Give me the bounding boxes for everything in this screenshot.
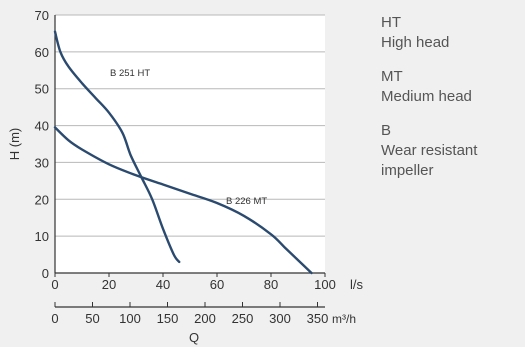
secondary-x-tick-label: 50 bbox=[85, 311, 99, 326]
series-lines bbox=[53, 30, 313, 275]
y-tick-label: 30 bbox=[35, 155, 49, 170]
series-label: B 251 HT bbox=[110, 68, 150, 79]
y-tick-label: 10 bbox=[35, 229, 49, 244]
secondary-x-tick-label: 250 bbox=[232, 311, 254, 326]
legend-code: B bbox=[381, 122, 392, 139]
series-line-b-251-ht bbox=[53, 30, 181, 264]
grid-lines bbox=[55, 14, 325, 237]
secondary-x-tick-label: 350 bbox=[307, 311, 329, 326]
y-tick-label: 0 bbox=[42, 266, 49, 281]
legend-description: Medium head bbox=[381, 88, 472, 105]
secondary-x-unit-label: m³/h bbox=[332, 312, 356, 326]
x-tick-label: 80 bbox=[264, 277, 278, 292]
legend-entry-mt: MT Medium head bbox=[381, 67, 511, 107]
x-tick-label: 60 bbox=[210, 277, 224, 292]
y-tick-label: 20 bbox=[35, 192, 49, 207]
secondary-x-tick-label: 150 bbox=[157, 311, 179, 326]
legend-description: Wear resistant impeller bbox=[381, 142, 478, 179]
x-tick-label: 20 bbox=[102, 277, 116, 292]
secondary-x-tick-label: 200 bbox=[194, 311, 216, 326]
x-tick-label: 100 bbox=[314, 277, 336, 292]
secondary-x-tick-label: 300 bbox=[269, 311, 291, 326]
secondary-x-tick-label: 0 bbox=[51, 311, 58, 326]
y-tick-label: 60 bbox=[35, 45, 49, 60]
y-tick-label: 50 bbox=[35, 82, 49, 97]
legend: HT High head MT Medium head B Wear resis… bbox=[381, 13, 511, 195]
series-line-b-226-mt bbox=[53, 126, 313, 275]
y-tick-label: 70 bbox=[35, 8, 49, 23]
legend-description: High head bbox=[381, 34, 450, 51]
x-tick-label: 40 bbox=[156, 277, 170, 292]
legend-code: MT bbox=[381, 68, 403, 85]
x-unit-label: l/s bbox=[350, 277, 364, 292]
x-tick-label: 0 bbox=[51, 277, 58, 292]
legend-entry-ht: HT High head bbox=[381, 13, 511, 53]
y-axis-title: H (m) bbox=[7, 128, 22, 161]
tick-labels: 0 10 20 30 40 50 60 70 0 20 40 60 80 100 l/s 0 50 100 150 2… bbox=[35, 8, 364, 326]
axes bbox=[54, 15, 326, 308]
chart-labels: Q H (m) B 251 HT B 226 MT bbox=[7, 68, 267, 345]
legend-entry-b: B Wear resistant impeller bbox=[381, 121, 511, 181]
secondary-x-tick-label: 100 bbox=[119, 311, 141, 326]
y-tick-label: 40 bbox=[35, 119, 49, 134]
series-label: B 226 MT bbox=[226, 196, 267, 207]
legend-code: HT bbox=[381, 14, 401, 31]
x-axis-title: Q bbox=[189, 330, 199, 345]
plot-area bbox=[55, 15, 325, 273]
